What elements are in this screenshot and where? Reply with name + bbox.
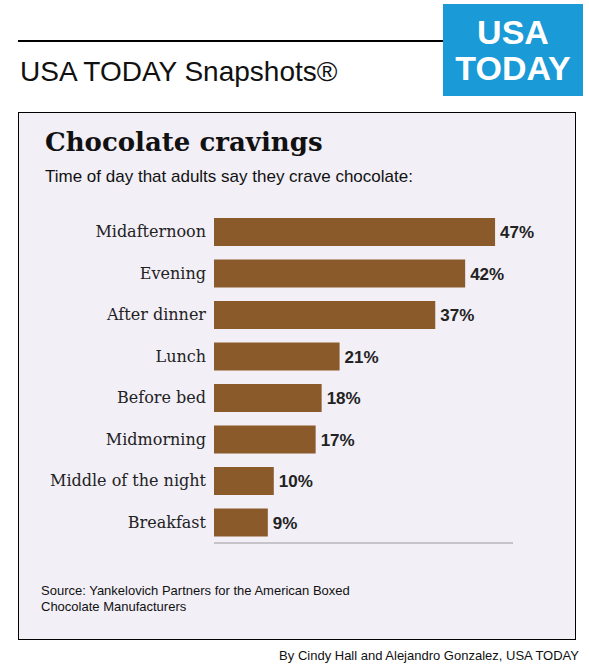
- svg-text:21%: 21%: [345, 348, 379, 367]
- svg-text:Lunch: Lunch: [156, 347, 207, 366]
- svg-text:Before bed: Before bed: [117, 388, 206, 407]
- html-text:USA: USA: [477, 13, 549, 51]
- svg-text:Breakfast: Breakfast: [128, 513, 207, 532]
- svg-text:Midmorning: Midmorning: [106, 430, 206, 449]
- svg-text:17%: 17%: [321, 431, 355, 450]
- svg-text:47%: 47%: [500, 223, 534, 242]
- html-text:Source: Yankelovich Partners f: Source: Yankelovich Partners for the Ame…: [41, 583, 350, 614]
- html-text:Chocolate cravings: Chocolate cravings: [45, 127, 323, 157]
- svg-text:Evening: Evening: [140, 264, 206, 283]
- svg-text:37%: 37%: [440, 306, 474, 325]
- html-text:Time of day that adults say th: Time of day that adults say they crave c…: [45, 167, 413, 186]
- svg-text:9%: 9%: [273, 514, 298, 533]
- svg-text:Midafternoon: Midafternoon: [95, 222, 206, 241]
- html-text:TODAY: TODAY: [455, 49, 571, 87]
- svg-text:18%: 18%: [327, 389, 361, 408]
- svg-text:Middle of the night: Middle of the night: [50, 471, 207, 490]
- html-text:USA TODAY Snapshots®: USA TODAY Snapshots®: [20, 56, 338, 87]
- svg-text:10%: 10%: [279, 472, 313, 491]
- html-text:By Cindy Hall and Alejandro Go: By Cindy Hall and Alejandro Gonzalez, US…: [279, 648, 579, 663]
- svg-text:42%: 42%: [470, 265, 504, 284]
- svg-text:After dinner: After dinner: [106, 305, 206, 324]
